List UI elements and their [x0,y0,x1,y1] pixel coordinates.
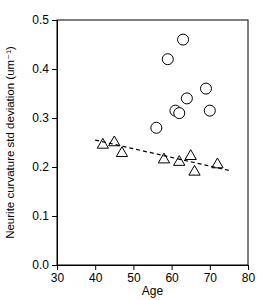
x-tick-mark [210,265,211,270]
x-axis: 30 40 50 60 70 80 [51,265,256,285]
y-tick-label: 0.5 [32,13,49,27]
y-tick-mark [52,69,57,70]
triangle-point [185,150,196,160]
trend-line [95,140,229,170]
circle-point [151,122,162,133]
circle-point [174,108,185,119]
y-axis-line [52,21,58,266]
x-tick-label: 40 [89,271,103,285]
y-axis-title: Neurite curvature std deviation (um⁻¹) [4,46,16,239]
y-tick-label: 0.1 [32,209,49,223]
circle-point [162,54,173,65]
y-tick-mark [52,118,57,119]
x-tick-label: 70 [204,271,218,285]
x-tick: 60 [165,265,179,285]
y-tick-label: 0.0 [32,258,49,272]
circle-point [181,93,192,104]
plot: 30 40 50 60 70 80 0.0 0.1 0.2 0.3 0.4 0.5 [32,13,255,284]
y-tick-label: 0.2 [32,160,49,174]
y-tick-mark [52,167,57,168]
x-tick: 40 [89,265,103,285]
triangle-point [109,136,120,146]
chart: 30 40 50 60 70 80 0.0 0.1 0.2 0.3 0.4 0.5 Age Neurite… [0,0,265,300]
y-tick: 0.2 [32,160,57,174]
circle-point [200,83,211,94]
circle-point [204,105,215,116]
x-axis-title: Age [142,284,164,298]
x-tick: 80 [242,265,256,285]
triangle-point [97,138,108,148]
y-tick: 0.1 [32,209,57,223]
y-tick-label: 0.3 [32,111,49,125]
y-tick: 0.4 [32,62,57,76]
x-tick: 50 [127,265,141,285]
y-axis: 0.0 0.1 0.2 0.3 0.4 0.5 [32,13,57,272]
x-tick: 30 [51,265,65,285]
x-tick-label: 80 [242,271,256,285]
triangle-point [116,147,127,157]
triangle-point [189,165,200,175]
x-tick-mark [133,265,134,270]
circle-point [178,34,189,45]
y-tick: 0.3 [32,111,57,125]
x-axis-line [58,266,249,271]
triangle-point [174,156,185,166]
y-tick-mark [52,265,57,266]
data-layer [95,34,229,175]
x-tick-mark [248,265,249,270]
y-tick: 0.0 [32,258,57,272]
y-tick-mark [52,20,57,21]
y-tick-mark [52,216,57,217]
x-tick: 70 [204,265,218,285]
x-tick-label: 30 [51,271,65,285]
x-tick-label: 60 [165,271,179,285]
plot-frame [57,20,248,265]
y-tick-label: 0.4 [32,62,49,76]
x-tick-mark [95,265,96,270]
x-tick-mark [172,265,173,270]
x-tick-label: 50 [127,271,141,285]
y-tick: 0.5 [32,13,57,27]
